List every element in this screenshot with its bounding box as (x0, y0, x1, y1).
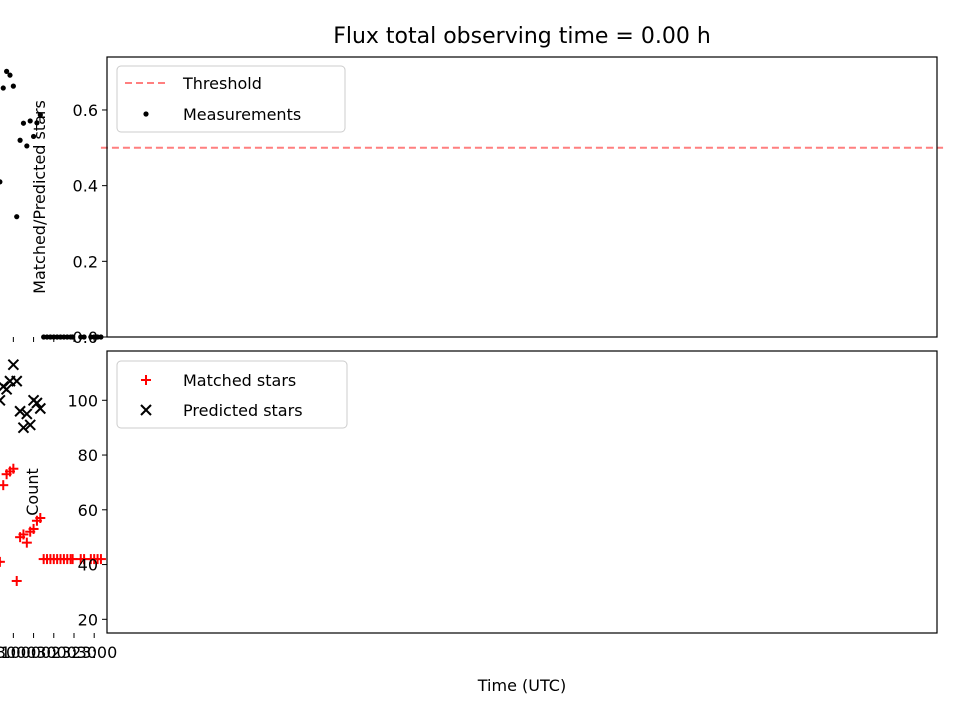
predicted-star-marker (27, 394, 40, 406)
legend-matched-label: Matched stars (183, 371, 296, 390)
matched-star-marker (0, 480, 9, 491)
bottom-y-tick-label: 100 (67, 391, 98, 410)
top-y-ticks: 0.0 0.2 0.4 0.6 (73, 101, 107, 347)
measurement-point (10, 83, 16, 89)
legend-measurements-label: Measurements (183, 105, 301, 124)
top-y-tick-label: 0.6 (73, 101, 98, 120)
measurement-point (34, 120, 40, 126)
top-y-tick-label: 0.4 (73, 177, 98, 196)
bottom-x-tick-label: 00:00 (31, 643, 77, 662)
bottom-panel: 20 40 60 80 100 23:0023:3000:0000:3001:0001:… (0, 350, 938, 695)
measurement-point (20, 120, 27, 126)
bottom-y-axis-label: Count (23, 468, 42, 516)
measurement-point (4, 68, 10, 74)
bottom-axes-frame (106, 350, 938, 634)
measurement-point (24, 143, 30, 149)
bottom-y-tick-label: 40 (78, 556, 98, 575)
predicted-star-marker (14, 405, 26, 417)
top-legend: Threshold Measurements (116, 65, 346, 133)
predicted-star-marker (24, 419, 36, 431)
top-legend-box (116, 65, 346, 133)
bottom-y-tick-label: 60 (78, 501, 98, 520)
matched-star-marker (31, 515, 42, 526)
predicted-star-marker (34, 402, 47, 415)
top-y-tick-label: 0.0 (73, 328, 98, 347)
legend-matched-swatch (141, 375, 151, 385)
matched-star-marker (1, 469, 12, 480)
bottom-legend-box (116, 360, 348, 429)
matched-star-marker (11, 575, 22, 586)
top-axes-frame (106, 56, 938, 338)
predicted-star-marker (21, 408, 33, 420)
legend-predicted-label: Predicted stars (183, 401, 303, 420)
top-y-tick-label: 0.2 (73, 252, 98, 271)
bottom-y-tick-label: 20 (78, 610, 98, 629)
top-plot-area (0, 68, 944, 340)
measurement-point (14, 214, 20, 220)
bottom-x-tick-label: 23:00 (71, 643, 117, 662)
bottom-plot-area (0, 358, 106, 586)
matched-star-marker (15, 532, 26, 543)
bottom-y-tick-label: 80 (78, 446, 98, 465)
bottom-x-tick-label: 01:30 (0, 643, 16, 662)
legend-measurements-swatch (143, 111, 149, 117)
bottom-y-ticks: 20 40 60 80 100 (67, 391, 107, 629)
bottom-x-tick-label: 23:30 (51, 643, 97, 662)
bottom-x-tick-label: 01:00 (0, 643, 36, 662)
measurement-point (0, 85, 6, 91)
legend-threshold-label: Threshold (182, 74, 262, 93)
matched-star-marker (25, 526, 36, 537)
top-x-ticks (12, 337, 95, 342)
measurement-point (7, 72, 13, 78)
chart-title: Flux total observing time = 0.00 h (333, 24, 711, 49)
top-panel: 0.0 0.2 0.4 0.6 Matched/Predicted stars Thr… (0, 56, 944, 347)
measurement-point (27, 118, 33, 124)
matched-star-marker (21, 537, 32, 548)
predicted-star-marker (0, 394, 6, 406)
matched-star-marker (0, 556, 5, 567)
predicted-star-marker (17, 421, 30, 434)
bottom-legend: Matched stars Predicted stars (116, 360, 348, 429)
matched-star-marker (38, 554, 49, 565)
measurement-point (37, 112, 43, 118)
measurement-point (78, 334, 84, 340)
bottom-x-tick-label: 00:30 (11, 643, 57, 662)
measurement-point (88, 334, 94, 340)
predicted-star-marker (0, 380, 9, 393)
measurement-point (41, 334, 47, 340)
legend-predicted-swatch (140, 404, 152, 416)
measurement-point (0, 179, 3, 185)
measurement-point (30, 133, 37, 140)
predicted-star-marker (7, 358, 20, 371)
bottom-x-axis-label: Time (UTC) (477, 676, 566, 695)
top-y-axis-label: Matched/Predicted stars (30, 100, 49, 294)
measurement-point (17, 137, 23, 143)
